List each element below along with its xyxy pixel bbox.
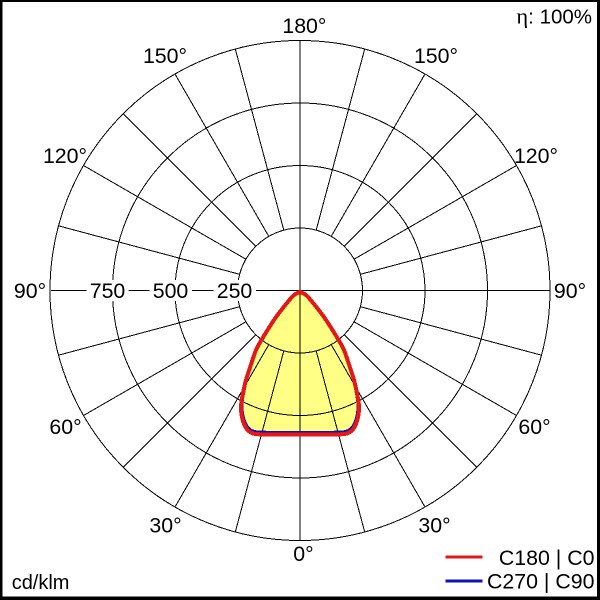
svg-text:150°: 150°: [414, 44, 458, 68]
svg-text:500: 500: [153, 279, 189, 303]
svg-text:η: 100%: η: 100%: [516, 4, 592, 29]
svg-text:C180 | C0: C180 | C0: [499, 546, 595, 570]
svg-text:60°: 60°: [49, 415, 81, 439]
svg-text:60°: 60°: [518, 415, 550, 439]
svg-text:180°: 180°: [282, 14, 326, 38]
svg-text:0°: 0°: [293, 542, 313, 566]
svg-text:150°: 150°: [143, 44, 187, 68]
svg-text:30°: 30°: [149, 514, 181, 538]
svg-text:250: 250: [217, 279, 253, 303]
svg-text:90°: 90°: [554, 279, 586, 303]
svg-text:C270 | C90: C270 | C90: [487, 570, 595, 594]
svg-text:120°: 120°: [43, 144, 87, 168]
svg-text:30°: 30°: [418, 514, 450, 538]
svg-text:cd/klm: cd/klm: [12, 572, 70, 594]
svg-text:750: 750: [90, 279, 126, 303]
svg-text:90°: 90°: [14, 279, 46, 303]
svg-text:120°: 120°: [514, 144, 558, 168]
